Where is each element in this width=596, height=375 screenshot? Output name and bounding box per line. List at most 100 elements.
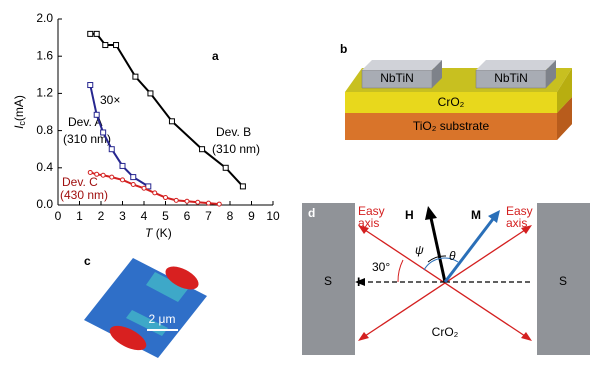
data-point <box>102 42 109 49</box>
angle-label: θ <box>449 249 456 263</box>
electrode <box>302 203 355 355</box>
layer-label: NbTiN <box>494 71 528 85</box>
series-line <box>90 32 244 188</box>
axis-title-part: (mA) <box>12 95 26 121</box>
electrode-label: S <box>324 274 332 288</box>
electrode-label: S <box>559 274 567 288</box>
annotation: (310 nm) <box>212 142 260 156</box>
panel-label: c <box>84 254 91 268</box>
electrode <box>537 203 590 355</box>
annotation: (310 nm) <box>63 132 111 146</box>
field-vector <box>429 217 447 283</box>
panel-label: b <box>340 42 347 56</box>
data-point <box>93 30 100 37</box>
arrowhead <box>355 278 365 286</box>
panel-label: d <box>308 206 315 220</box>
y-axis-title: Ic(mA) <box>12 95 27 129</box>
data-point <box>173 197 179 203</box>
angle-arc <box>397 259 404 283</box>
scale-label: 2 μm <box>149 312 176 326</box>
panel-c: c 2 μm <box>84 254 207 358</box>
data-point <box>168 118 175 125</box>
arrowhead <box>358 225 369 234</box>
angle-label: 30° <box>372 260 390 274</box>
arrowhead <box>521 225 532 234</box>
data-point <box>145 183 152 190</box>
x-tick-label: 2 <box>98 209 105 223</box>
current-label: I <box>357 275 360 289</box>
x-tick-label: 8 <box>227 209 234 223</box>
easy-axis-label: Easy <box>358 204 385 218</box>
layer-label: CrO₂ <box>438 95 465 109</box>
arrowhead <box>425 206 437 220</box>
annotation: 30× <box>100 93 120 107</box>
data-point <box>206 200 211 206</box>
data-point <box>130 182 136 188</box>
data-point <box>132 73 139 80</box>
data-point <box>239 183 246 190</box>
nbtin-top <box>476 60 556 70</box>
annotation: Dev. C <box>62 175 98 189</box>
data-point <box>100 129 107 136</box>
afm-feature <box>146 272 188 302</box>
axis-title-part: c <box>17 121 27 126</box>
material-label: CrO₂ <box>432 325 459 339</box>
x-tick-label: 6 <box>184 209 191 223</box>
data-point <box>184 198 190 204</box>
data-point <box>93 111 100 118</box>
layer-label: NbTiN <box>380 71 414 85</box>
arrowhead <box>488 210 500 223</box>
nbtin-top <box>362 60 442 70</box>
nbtin-side <box>546 60 556 88</box>
x-tick-label: 9 <box>248 209 255 223</box>
y-tick-label: 2.0 <box>36 11 53 25</box>
y-tick-label: 1.2 <box>36 86 53 100</box>
data-point <box>87 82 94 89</box>
vector-label: H <box>405 208 414 222</box>
panel-label: a <box>212 49 219 63</box>
x-tick-label: 0 <box>55 209 62 223</box>
easy-axis-label: axis <box>506 216 527 230</box>
data-point <box>100 172 106 178</box>
panel-d: d Easy axis Easy axis H M ψ θ I 30° S S … <box>302 203 590 355</box>
arrowhead <box>521 332 532 341</box>
axis-title-part: (K) <box>156 226 172 240</box>
easy-axis-label: Easy <box>506 204 533 218</box>
substrate-side <box>557 97 572 140</box>
cro2-layer <box>345 92 557 113</box>
panel-b: b NbTiN NbTiN CrO₂ TiO₂ substrate <box>340 42 572 140</box>
angle-arc <box>427 255 447 263</box>
substrate <box>345 97 572 140</box>
data-point <box>109 174 115 180</box>
data-point <box>222 164 229 171</box>
data-point <box>216 201 222 207</box>
axis-title-part: I <box>12 125 26 129</box>
angle-label: ψ <box>415 243 424 257</box>
afm-electrode <box>165 266 199 290</box>
annotation: Dev. A <box>68 115 102 129</box>
data-point <box>120 177 125 183</box>
x-tick-label: 5 <box>162 209 169 223</box>
x-tick-label: 10 <box>266 209 280 223</box>
angle-arc <box>423 257 459 271</box>
layer-label: TiO₂ substrate <box>413 119 490 133</box>
nbtin-side <box>432 60 442 88</box>
data-point <box>147 90 154 97</box>
x-axis-title: T (K) <box>145 226 172 240</box>
data-point <box>141 185 147 191</box>
easy-axis-label: axis <box>358 216 379 230</box>
x-tick-label: 4 <box>141 209 148 223</box>
afm-electrode <box>109 325 147 351</box>
x-tick-label: 1 <box>76 209 83 223</box>
panel-a: a 30× Dev. A (310 nm) Dev. B (310 nm) De… <box>12 49 260 240</box>
data-point <box>195 199 201 205</box>
data-point <box>130 174 137 181</box>
data-point <box>87 30 94 37</box>
easy-axis <box>361 227 529 339</box>
data-point <box>108 146 115 153</box>
x-tick-label: 7 <box>205 209 212 223</box>
y-tick-label: 0.0 <box>36 197 53 211</box>
axis-title-part: T <box>145 226 154 240</box>
annotation: Dev. B <box>216 125 251 139</box>
